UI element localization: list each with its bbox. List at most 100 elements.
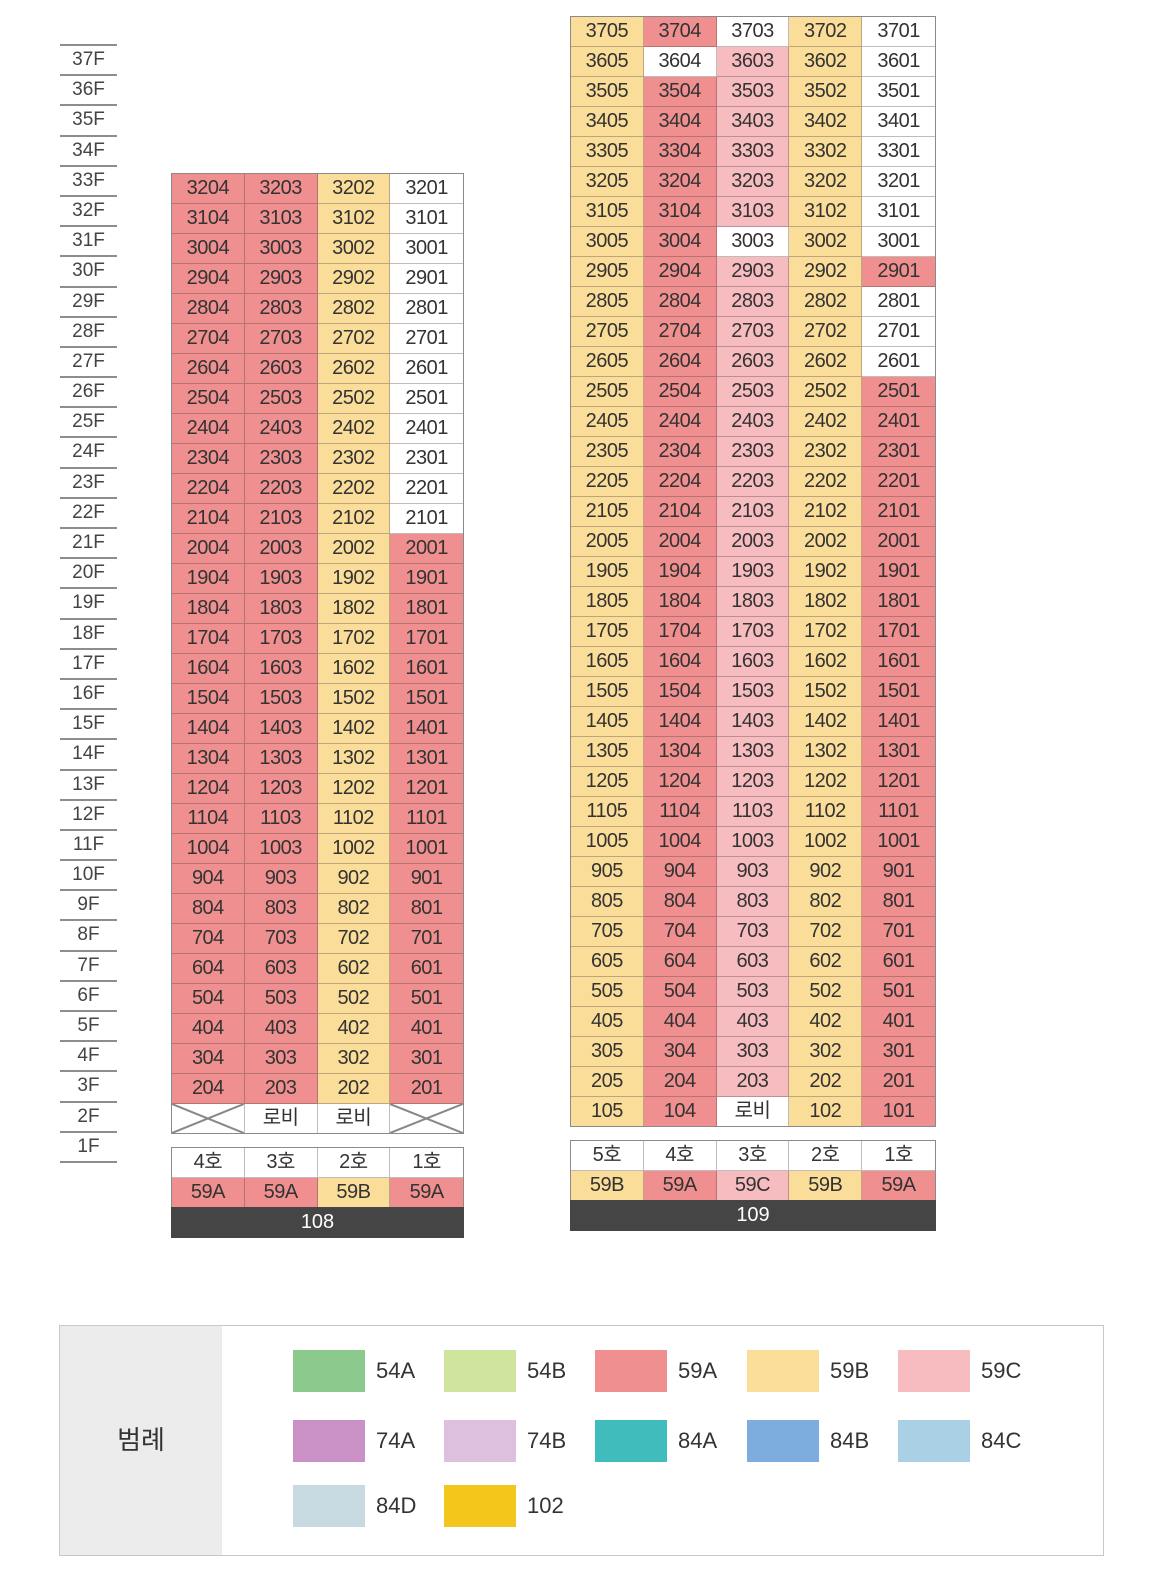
unit-cell[interactable]: 2301 [862, 437, 935, 467]
unit-cell[interactable]: 2404 [643, 407, 717, 437]
unit-cell[interactable]: 1904 [172, 564, 245, 594]
unit-cell[interactable]: 704 [172, 924, 245, 954]
unit-cell[interactable]: 2601 [390, 354, 463, 384]
unit-cell[interactable]: 2502 [317, 384, 391, 414]
unit-cell[interactable]: 2005 [571, 527, 644, 557]
unit-cell[interactable]: 2704 [172, 324, 245, 354]
unit-cell[interactable]: 2903 [244, 264, 318, 294]
unit-cell[interactable]: 3201 [862, 167, 935, 197]
unit-cell[interactable]: 2203 [244, 474, 318, 504]
unit-cell[interactable]: 2103 [244, 504, 318, 534]
unit-cell[interactable]: 301 [390, 1044, 463, 1074]
unit-cell[interactable]: 1204 [643, 767, 717, 797]
unit-cell[interactable]: 1204 [172, 774, 245, 804]
unit-cell[interactable]: 3704 [643, 17, 717, 47]
unit-cell[interactable]: 3504 [643, 77, 717, 107]
unit-cell[interactable]: 2004 [643, 527, 717, 557]
unit-cell[interactable]: 202 [789, 1067, 863, 1097]
unit-cell[interactable]: 3102 [789, 197, 863, 227]
unit-cell[interactable]: 1101 [390, 804, 463, 834]
unit-cell[interactable]: 2204 [643, 467, 717, 497]
unit-cell[interactable]: 2501 [390, 384, 463, 414]
unit-cell[interactable]: 1403 [716, 707, 790, 737]
unit-cell[interactable]: 401 [862, 1007, 935, 1037]
unit-cell[interactable]: 3505 [571, 77, 644, 107]
unit-cell[interactable]: 1503 [244, 684, 318, 714]
unit-cell[interactable]: 801 [390, 894, 463, 924]
unit-cell[interactable]: 105 [571, 1097, 644, 1126]
unit-cell[interactable]: 1403 [244, 714, 318, 744]
unit-cell[interactable]: 3105 [571, 197, 644, 227]
unit-cell[interactable]: 704 [643, 917, 717, 947]
unit-cell[interactable]: 1805 [571, 587, 644, 617]
unit-cell[interactable]: 1604 [172, 654, 245, 684]
unit-cell[interactable]: 3402 [789, 107, 863, 137]
unit-cell[interactable]: 2001 [390, 534, 463, 564]
unit-cell[interactable]: 2901 [862, 257, 935, 287]
unit-cell[interactable]: 3103 [244, 204, 318, 234]
unit-cell[interactable]: 1904 [643, 557, 717, 587]
unit-cell[interactable]: 1901 [862, 557, 935, 587]
unit-cell[interactable]: 2302 [317, 444, 391, 474]
unit-cell[interactable]: 3304 [643, 137, 717, 167]
unit-cell[interactable]: 1003 [244, 834, 318, 864]
unit-cell[interactable]: 1005 [571, 827, 644, 857]
unit-cell[interactable]: 302 [317, 1044, 391, 1074]
unit-cell[interactable]: 3201 [390, 174, 463, 204]
unit-cell[interactable]: 1504 [643, 677, 717, 707]
unit-cell[interactable]: 1104 [172, 804, 245, 834]
unit-cell[interactable]: 1704 [643, 617, 717, 647]
unit-cell[interactable]: 2003 [716, 527, 790, 557]
unit-cell[interactable]: 2503 [244, 384, 318, 414]
unit-cell[interactable]: 2904 [643, 257, 717, 287]
unit-cell[interactable]: 304 [172, 1044, 245, 1074]
unit-cell[interactable]: 1902 [789, 557, 863, 587]
unit-cell[interactable]: 1704 [172, 624, 245, 654]
unit-cell[interactable]: 3205 [571, 167, 644, 197]
unit-cell[interactable]: 2902 [317, 264, 391, 294]
unit-cell[interactable]: 2705 [571, 317, 644, 347]
unit-cell[interactable]: 201 [862, 1067, 935, 1097]
unit-cell[interactable]: 1801 [862, 587, 935, 617]
unit-cell[interactable]: 2605 [571, 347, 644, 377]
unit-cell[interactable]: 403 [244, 1014, 318, 1044]
unit-cell[interactable]: 2502 [789, 377, 863, 407]
unit-cell[interactable]: 1701 [862, 617, 935, 647]
unit-cell[interactable]: 203 [244, 1074, 318, 1104]
unit-cell[interactable]: 3501 [862, 77, 935, 107]
unit-cell[interactable]: 3102 [317, 204, 391, 234]
unit-cell[interactable]: 1702 [317, 624, 391, 654]
unit-cell[interactable]: 3103 [716, 197, 790, 227]
unit-cell[interactable]: 3405 [571, 107, 644, 137]
unit-cell[interactable]: 3404 [643, 107, 717, 137]
unit-cell[interactable]: 803 [716, 887, 790, 917]
unit-cell[interactable]: 1302 [317, 744, 391, 774]
unit-cell[interactable]: 1503 [716, 677, 790, 707]
unit-cell[interactable]: 1602 [789, 647, 863, 677]
unit-cell[interactable]: 1804 [172, 594, 245, 624]
unit-cell[interactable]: 102 [789, 1097, 863, 1126]
unit-cell[interactable]: 3503 [716, 77, 790, 107]
unit-cell[interactable]: 905 [571, 857, 644, 887]
unit-cell[interactable]: 2704 [643, 317, 717, 347]
unit-cell[interactable]: 3202 [317, 174, 391, 204]
unit-cell[interactable]: 2602 [789, 347, 863, 377]
unit-cell[interactable]: 2604 [643, 347, 717, 377]
unit-cell[interactable]: 1304 [643, 737, 717, 767]
unit-cell[interactable]: 1801 [390, 594, 463, 624]
unit-cell[interactable]: 2504 [643, 377, 717, 407]
unit-cell[interactable]: 3601 [862, 47, 935, 77]
unit-cell[interactable]: 2703 [244, 324, 318, 354]
unit-cell[interactable]: 3401 [862, 107, 935, 137]
unit-cell[interactable]: 802 [317, 894, 391, 924]
unit-cell[interactable]: 1001 [390, 834, 463, 864]
unit-cell[interactable]: 2802 [789, 287, 863, 317]
unit-cell[interactable]: 2303 [716, 437, 790, 467]
unit-cell[interactable]: 605 [571, 947, 644, 977]
unit-cell[interactable]: 402 [789, 1007, 863, 1037]
unit-cell[interactable]: 3705 [571, 17, 644, 47]
unit-cell[interactable]: 904 [172, 864, 245, 894]
unit-cell[interactable]: 2802 [317, 294, 391, 324]
unit-cell[interactable]: 1903 [716, 557, 790, 587]
unit-cell[interactable]: 703 [716, 917, 790, 947]
